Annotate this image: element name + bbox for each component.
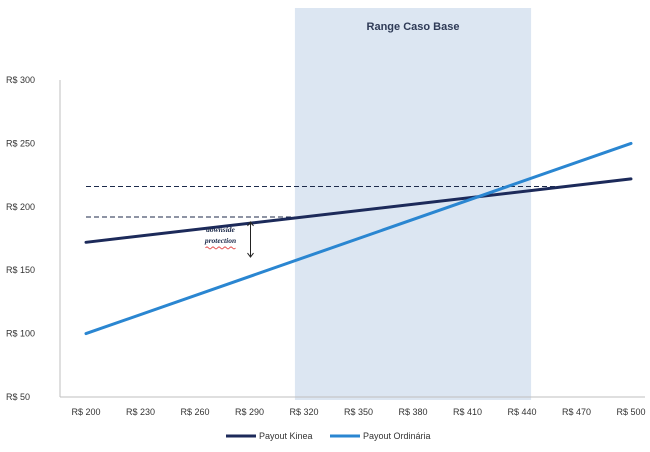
y-tick-label: R$ 300: [6, 75, 35, 85]
legend-label: Payout Kinea: [259, 431, 313, 441]
series-line: [84, 141, 633, 336]
annotation-text: downside: [206, 225, 235, 234]
x-tick-label: R$ 380: [398, 407, 427, 417]
y-tick-label: R$ 150: [6, 265, 35, 275]
x-tick-label: R$ 350: [344, 407, 373, 417]
x-tick-label: R$ 290: [235, 407, 264, 417]
shaded-range-label: Range Caso Base: [367, 21, 460, 33]
x-axis-ticks: R$ 200 R$ 230 R$ 260 R$ 290 R$ 320 R$ 350 R$ 3…: [71, 407, 645, 417]
annotation-text: protection: [204, 236, 236, 245]
x-tick-label: R$ 260: [180, 407, 209, 417]
y-tick-label: R$ 250: [6, 138, 35, 148]
y-tick-label: R$ 200: [6, 202, 35, 212]
legend-label: Payout Ordinária: [363, 431, 431, 441]
series-line: [84, 177, 633, 244]
series-lines: [84, 141, 633, 336]
annotation-arrow-head-down: [247, 252, 254, 258]
x-tick-label: R$ 410: [453, 407, 482, 417]
spellcheck-squiggle: [205, 246, 236, 250]
x-tick-label: R$ 440: [507, 407, 536, 417]
x-tick-label: R$ 500: [616, 407, 645, 417]
x-tick-label: R$ 470: [562, 407, 591, 417]
x-tick-label: R$ 230: [126, 407, 155, 417]
y-tick-label: R$ 100: [6, 329, 35, 339]
x-tick-label: R$ 200: [71, 407, 100, 417]
y-tick-label: R$ 50: [6, 392, 30, 402]
x-tick-label: R$ 320: [289, 407, 318, 417]
y-axis-ticks: R$ 50 R$ 100 R$ 150 R$ 200 R$ 250 R$ 300: [6, 75, 35, 402]
annotation-arrow-head-up: [247, 221, 254, 227]
chart-legend: Payout Kinea Payout Ordinária: [226, 431, 431, 441]
reference-lines: [86, 186, 559, 218]
downside-protection-annotation: downside protection: [204, 221, 254, 258]
